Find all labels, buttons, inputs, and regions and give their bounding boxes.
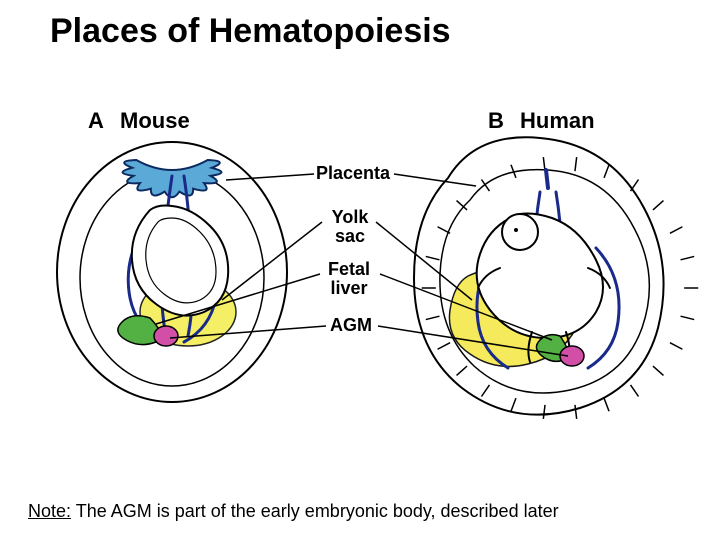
diagram-svg [0, 0, 720, 540]
slide: Places of Hematopoiesis A Mouse B Human … [0, 0, 720, 540]
mouse-diagram [57, 142, 287, 402]
footer-note: Note: The AGM is part of the early embry… [28, 501, 559, 522]
note-prefix: Note: [28, 501, 71, 521]
note-rest: The AGM is part of the early embryonic b… [71, 501, 559, 521]
human-diagram [414, 137, 698, 419]
